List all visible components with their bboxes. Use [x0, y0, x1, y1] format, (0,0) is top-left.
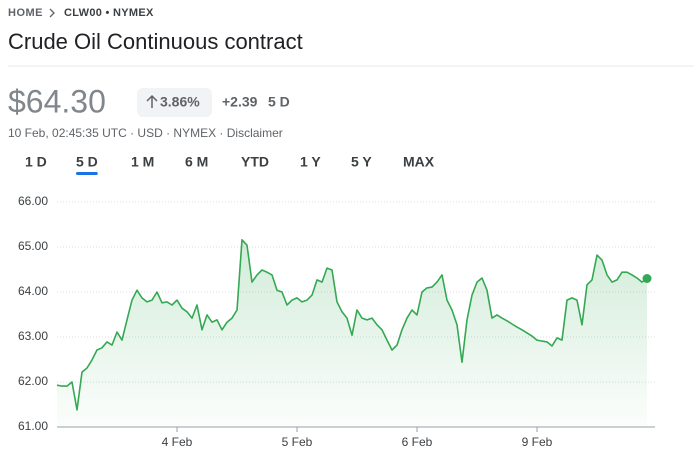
y-tick-label: 64.00: [18, 284, 48, 298]
x-tick-label: 5 Feb: [282, 435, 313, 449]
range-tabs: 1 D 5 D 1 M 6 M YTD 1 Y 5 Y MAX: [25, 154, 435, 175]
y-tick-label: 66.00: [18, 194, 48, 208]
range-tab[interactable]: 5 Y: [351, 154, 372, 170]
range-tab[interactable]: 5 D: [76, 154, 98, 170]
y-tick-label: 61.00: [18, 419, 48, 433]
breadcrumb-home[interactable]: HOME: [8, 7, 43, 19]
page-title: Crude Oil Continuous contract: [8, 29, 303, 54]
chart: 61.00 62.00 63.00 64.00 65.00 66.00 4 Feb 5 Feb…: [18, 194, 655, 449]
y-tick-label: 62.00: [18, 374, 48, 388]
x-tick-label: 4 Feb: [162, 435, 193, 449]
up-arrow: [146, 94, 158, 108]
range-tab[interactable]: 1 Y: [300, 154, 321, 170]
price: $64.30: [8, 83, 106, 119]
range-tab[interactable]: YTD: [241, 154, 269, 170]
change-period: 5 D: [268, 94, 290, 110]
active-tab-underline: [76, 172, 98, 175]
price-line: [56, 239, 648, 411]
x-tick-label: 6 Feb: [402, 435, 433, 449]
y-tick-label: 63.00: [18, 329, 48, 343]
breadcrumb-chevron: [49, 8, 55, 18]
change-percent: 3.86%: [160, 94, 200, 110]
last-price-dot: [642, 274, 652, 283]
y-tick-label: 65.00: [18, 239, 48, 253]
change-value: +2.39: [222, 94, 258, 110]
range-tab[interactable]: MAX: [403, 154, 435, 170]
price-area: [57, 239, 647, 427]
range-tab[interactable]: 1 M: [131, 154, 154, 170]
range-tab[interactable]: 6 M: [185, 154, 208, 170]
change-badge: [137, 88, 212, 117]
quote-meta: 10 Feb, 02:45:35 UTC · USD · NYMEX · Dis…: [8, 126, 283, 140]
breadcrumb-symbol: CLW00 • NYMEX: [64, 7, 154, 19]
range-tab[interactable]: 1 D: [25, 154, 47, 170]
x-tick-label: 9 Feb: [522, 435, 553, 449]
